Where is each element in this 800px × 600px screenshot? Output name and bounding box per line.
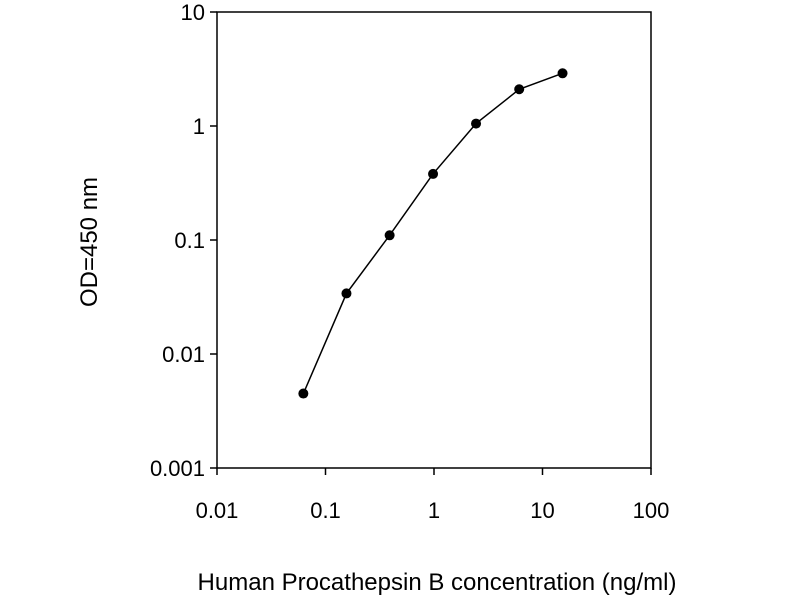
plot-area-border — [216, 11, 652, 469]
y-axis-title: OD=450 nm — [76, 177, 103, 307]
y-tick-label: 1 — [193, 114, 205, 139]
x-tick-label: 100 — [633, 498, 670, 523]
data-point — [341, 288, 352, 299]
y-tick-label: 10 — [181, 0, 205, 25]
data-point — [428, 168, 439, 179]
x-tick-label: 0.1 — [310, 498, 341, 523]
x-tick-label: 0.01 — [196, 498, 239, 523]
y-tick-label: 0.1 — [174, 228, 205, 253]
x-axis-ticks: 0.01 0.1 1 10 100 — [196, 468, 670, 523]
x-axis-title: Human Procathepsin B concentration (ng/m… — [198, 569, 677, 596]
y-tick-label: 0.001 — [150, 456, 205, 481]
data-point — [471, 118, 482, 129]
data-point — [298, 388, 309, 399]
series-line — [302, 72, 563, 394]
x-tick-label: 10 — [530, 498, 554, 523]
data-point — [514, 84, 525, 95]
y-tick-label: 0.01 — [162, 342, 205, 367]
data-point — [384, 230, 395, 241]
y-axis-ticks: 0.001 0.01 0.1 1 10 — [150, 0, 217, 481]
plot-frame — [216, 11, 652, 469]
data-point — [557, 68, 568, 79]
x-tick-label: 1 — [428, 498, 440, 523]
series-layer — [298, 68, 568, 399]
